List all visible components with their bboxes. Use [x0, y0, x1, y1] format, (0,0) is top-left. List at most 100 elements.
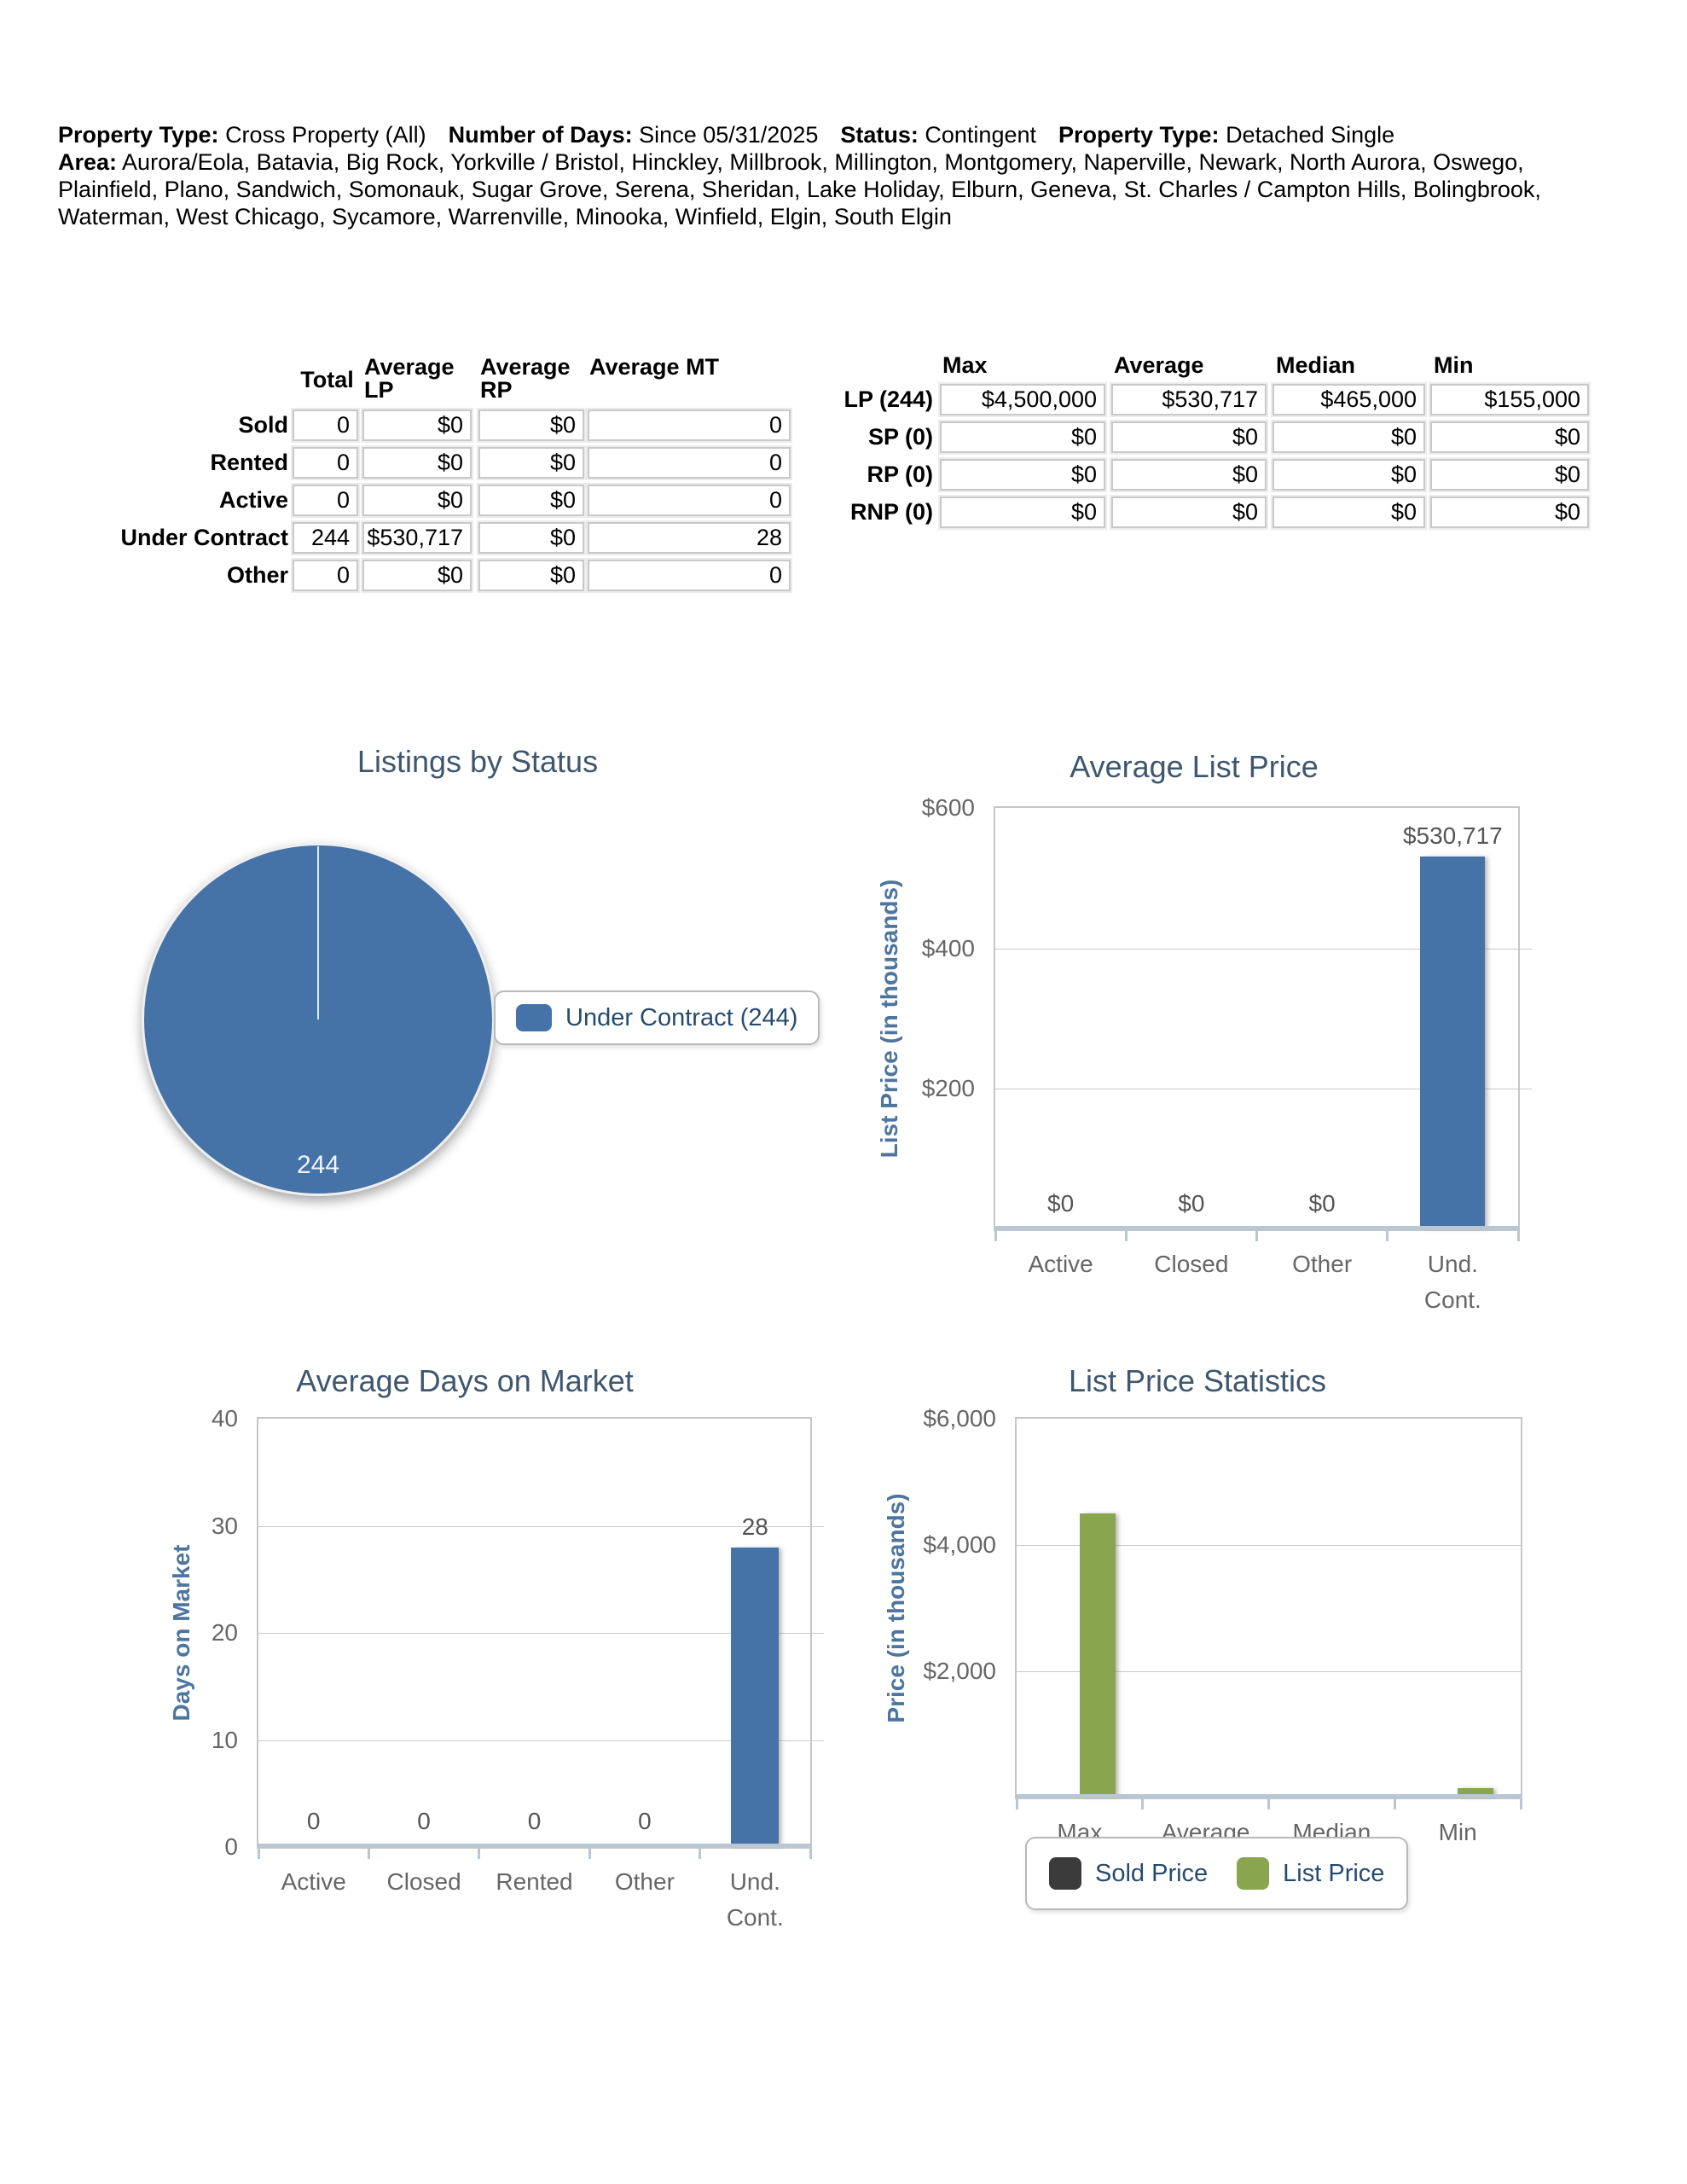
x-axis-tick-mark: [588, 1849, 591, 1859]
x-axis-tick-mark: [1267, 1799, 1270, 1809]
x-axis-tick-mark: [809, 1849, 812, 1859]
x-axis-line: [1015, 1794, 1522, 1798]
y-gridline: [258, 1633, 810, 1634]
cell-under-contract-average-mt: 28: [588, 522, 791, 554]
x-axis-tick-mark: [1519, 1799, 1522, 1809]
criteria-area: Area: Aurora/Eola, Batavia, Big Rock, Yo…: [58, 148, 1610, 230]
criteria-status: Status: Contingent: [840, 122, 1036, 148]
cell-sp-average: $0: [1111, 421, 1267, 453]
cell-rnp-average: $0: [1111, 497, 1267, 528]
row-label-other: Other: [226, 562, 288, 588]
row-label-lp: LP (244): [844, 386, 933, 412]
cell-active-average-rp: $0: [478, 485, 584, 516]
cell-rp-max: $0: [940, 459, 1105, 491]
legend-swatch-under-contract: [516, 1004, 552, 1031]
y-axis-tick-label: $600: [921, 794, 975, 821]
criteria-label: Area:: [58, 149, 118, 175]
x-axis-category-label: Und. Cont.: [1423, 1251, 1481, 1313]
x-axis-category-label: Active: [281, 1868, 346, 1895]
cell-other-total: 0: [293, 560, 358, 591]
y-axis-tick-label: $2,000: [923, 1658, 996, 1684]
y-axis-tick-label: $6,000: [923, 1405, 996, 1432]
cell-other-average-rp: $0: [478, 560, 584, 591]
chart-title: Average Days on Market: [296, 1363, 634, 1398]
criteria-label: Property Type:: [1058, 122, 1220, 148]
x-axis-tick-mark: [1516, 1231, 1520, 1241]
cell-lp-max: $4,500,000: [940, 384, 1105, 415]
y-gridline: [258, 1740, 810, 1741]
y-gridline: [995, 948, 1518, 950]
cell-rented-total: 0: [293, 447, 358, 479]
right-tick-mark: [811, 1633, 824, 1634]
criteria-property-type-2: Property Type: Detached Single: [1058, 122, 1394, 148]
row-label-active: Active: [218, 487, 288, 513]
cell-active-total: 0: [293, 485, 358, 516]
bar-und-cont-: [731, 1547, 780, 1847]
x-axis-category-label: Other: [614, 1868, 675, 1895]
right-tick-mark: [1519, 948, 1532, 950]
y-axis-title: List Price (in thousands): [876, 879, 902, 1159]
x-axis-line: [994, 1226, 1520, 1230]
cell-active-average-mt: 0: [588, 485, 791, 516]
criteria-value: Aurora/Eola, Batavia, Big Rock, Yorkvill…: [58, 149, 1541, 229]
cell-other-average-mt: 0: [588, 560, 791, 591]
pie-legend: Under Contract (244): [494, 990, 820, 1045]
bar-value-label: $0: [1308, 1190, 1336, 1217]
chart-title: Listings by Status: [357, 744, 599, 779]
cell-sp-min: $0: [1430, 421, 1589, 453]
cell-rented-average-mt: 0: [588, 447, 791, 479]
bar-value-label: $0: [1178, 1190, 1205, 1217]
list-price-statistics-plot: $6,000 $4,000 $2,000 Max Average Median Min: [923, 1405, 1522, 1845]
cell-under-contract-average-rp: $0: [478, 522, 584, 554]
y-gridline: [1017, 1671, 1521, 1672]
bar-value-label: $530,717: [1402, 822, 1503, 850]
x-axis-tick-mark: [1386, 1231, 1389, 1241]
cell-rnp-min: $0: [1430, 497, 1589, 528]
criteria-value: Contingent: [925, 122, 1036, 148]
legend-label-under-contract: Under Contract (244): [565, 1003, 798, 1031]
y-axis-tick-label: 20: [211, 1619, 238, 1646]
row-label-rented: Rented: [210, 450, 288, 475]
criteria-property-type: Property Type: Cross Property (All): [58, 122, 426, 148]
x-axis-tick-mark: [994, 1231, 997, 1241]
column-header-median: Median: [1276, 352, 1356, 378]
price-series-legend: Sold Price List Price: [1025, 1837, 1409, 1910]
bar-value-label: 0: [417, 1808, 431, 1834]
criteria-label: Property Type:: [58, 122, 219, 148]
x-axis-category-label: Rented: [496, 1868, 573, 1895]
cell-rnp-median: $0: [1272, 497, 1425, 528]
bar-und-cont-: [1420, 857, 1486, 1229]
column-header-average-mt: Average MT: [589, 354, 720, 380]
x-axis-tick-mark: [1393, 1799, 1396, 1809]
bar-value-label: 0: [527, 1808, 542, 1834]
cell-sold-average-lp: $0: [362, 410, 472, 441]
cell-other-average-lp: $0: [362, 560, 472, 591]
y-axis-tick-label: 40: [211, 1405, 238, 1432]
criteria-label: Status:: [840, 122, 919, 148]
cell-lp-min: $155,000: [1430, 384, 1589, 415]
chart-title: List Price Statistics: [1068, 1363, 1327, 1398]
bar-value-label: 0: [306, 1808, 321, 1834]
cell-under-contract-average-lp: $530,717: [362, 522, 472, 554]
bar-max: [1079, 1513, 1116, 1798]
x-axis-line: [257, 1844, 812, 1848]
row-label-sold: Sold: [238, 412, 289, 438]
right-tick-mark: [811, 1525, 824, 1527]
x-axis-tick-mark: [478, 1849, 481, 1859]
cell-sp-max: $0: [940, 421, 1105, 453]
x-axis-tick-mark: [1124, 1231, 1128, 1241]
y-axis-tick-label: 10: [211, 1726, 238, 1753]
y-axis-title: Price (in thousands): [883, 1493, 909, 1723]
pie-slice-divider: [317, 846, 319, 1019]
cell-under-contract-total: 244: [293, 522, 358, 554]
legend-label-list-price: List Price: [1283, 1859, 1385, 1887]
cell-lp-median: $465,000: [1272, 384, 1425, 415]
cell-sold-average-mt: 0: [588, 410, 791, 441]
y-axis-tick-label: 0: [224, 1833, 238, 1860]
column-header-average: Average: [1114, 352, 1204, 378]
column-header-average-rp: Average RP: [480, 354, 571, 403]
x-axis-tick-mark: [257, 1849, 260, 1859]
row-label-sp: SP (0): [867, 424, 933, 450]
bar-value-label: $0: [1047, 1190, 1075, 1217]
row-label-rp: RP (0): [867, 462, 933, 487]
